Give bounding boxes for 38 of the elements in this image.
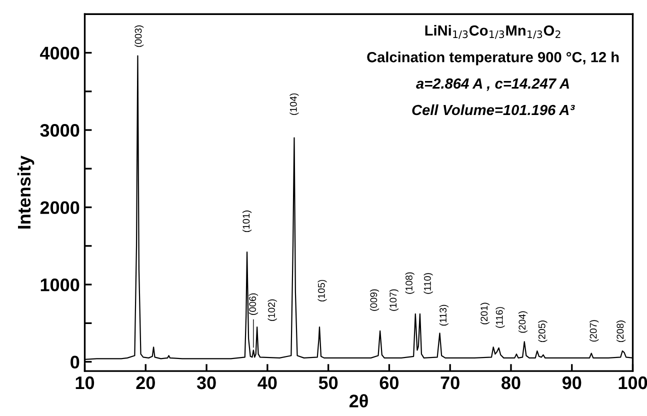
- annotation: (104): [290, 93, 299, 115]
- annotation: a=2.864 A , c=14.247 A: [416, 78, 569, 91]
- x-tick-label: 80: [502, 376, 520, 390]
- y-tick-label: 0: [70, 356, 80, 369]
- x-tick-label: 60: [380, 376, 399, 390]
- annotation: (003): [134, 25, 144, 47]
- x-tick-label: 20: [136, 376, 155, 390]
- annotation: (105): [318, 280, 327, 302]
- x-axis-title: 2θ: [349, 394, 368, 408]
- x-tick-label: 100: [618, 376, 647, 390]
- y-tick-label: 4000: [40, 46, 80, 60]
- x-tick-label: 70: [440, 376, 460, 390]
- annotation: (201): [480, 302, 490, 324]
- annotation: (108): [405, 272, 414, 294]
- annotation: (107): [389, 289, 398, 311]
- annotation: (116): [496, 307, 505, 328]
- y-tick-label: 2000: [40, 201, 80, 214]
- x-tick-label: 30: [196, 376, 216, 390]
- x-tick-label: 10: [76, 376, 94, 390]
- annotation: Cell Volume=101.196 A³: [412, 104, 575, 116]
- annotation: (110): [424, 273, 433, 294]
- annotation: (113): [439, 304, 448, 326]
- annotation: (006): [248, 293, 258, 315]
- annotation: Calcination temperature 900 °C, 12 h: [367, 52, 619, 66]
- y-axis-title: Intensity: [17, 156, 34, 229]
- annotation: (207): [590, 320, 599, 342]
- annotation: (204): [518, 311, 528, 333]
- annotation: (205): [538, 320, 548, 342]
- x-tick-label: 50: [318, 376, 338, 390]
- y-tick-label: 1000: [40, 278, 80, 292]
- annotation: (102): [268, 299, 277, 321]
- annotation: (208): [616, 320, 626, 342]
- annotation: LiNi$_{1/3}$Co$_{1/3}$Mn$_{1/3}$O$_{2}$: [425, 24, 560, 39]
- annotation: (009): [370, 289, 380, 311]
- x-tick-label: 90: [562, 376, 582, 390]
- y-tick-label: 3000: [40, 124, 80, 137]
- annotation: (101): [242, 210, 252, 232]
- x-tick-label: 40: [258, 376, 277, 390]
